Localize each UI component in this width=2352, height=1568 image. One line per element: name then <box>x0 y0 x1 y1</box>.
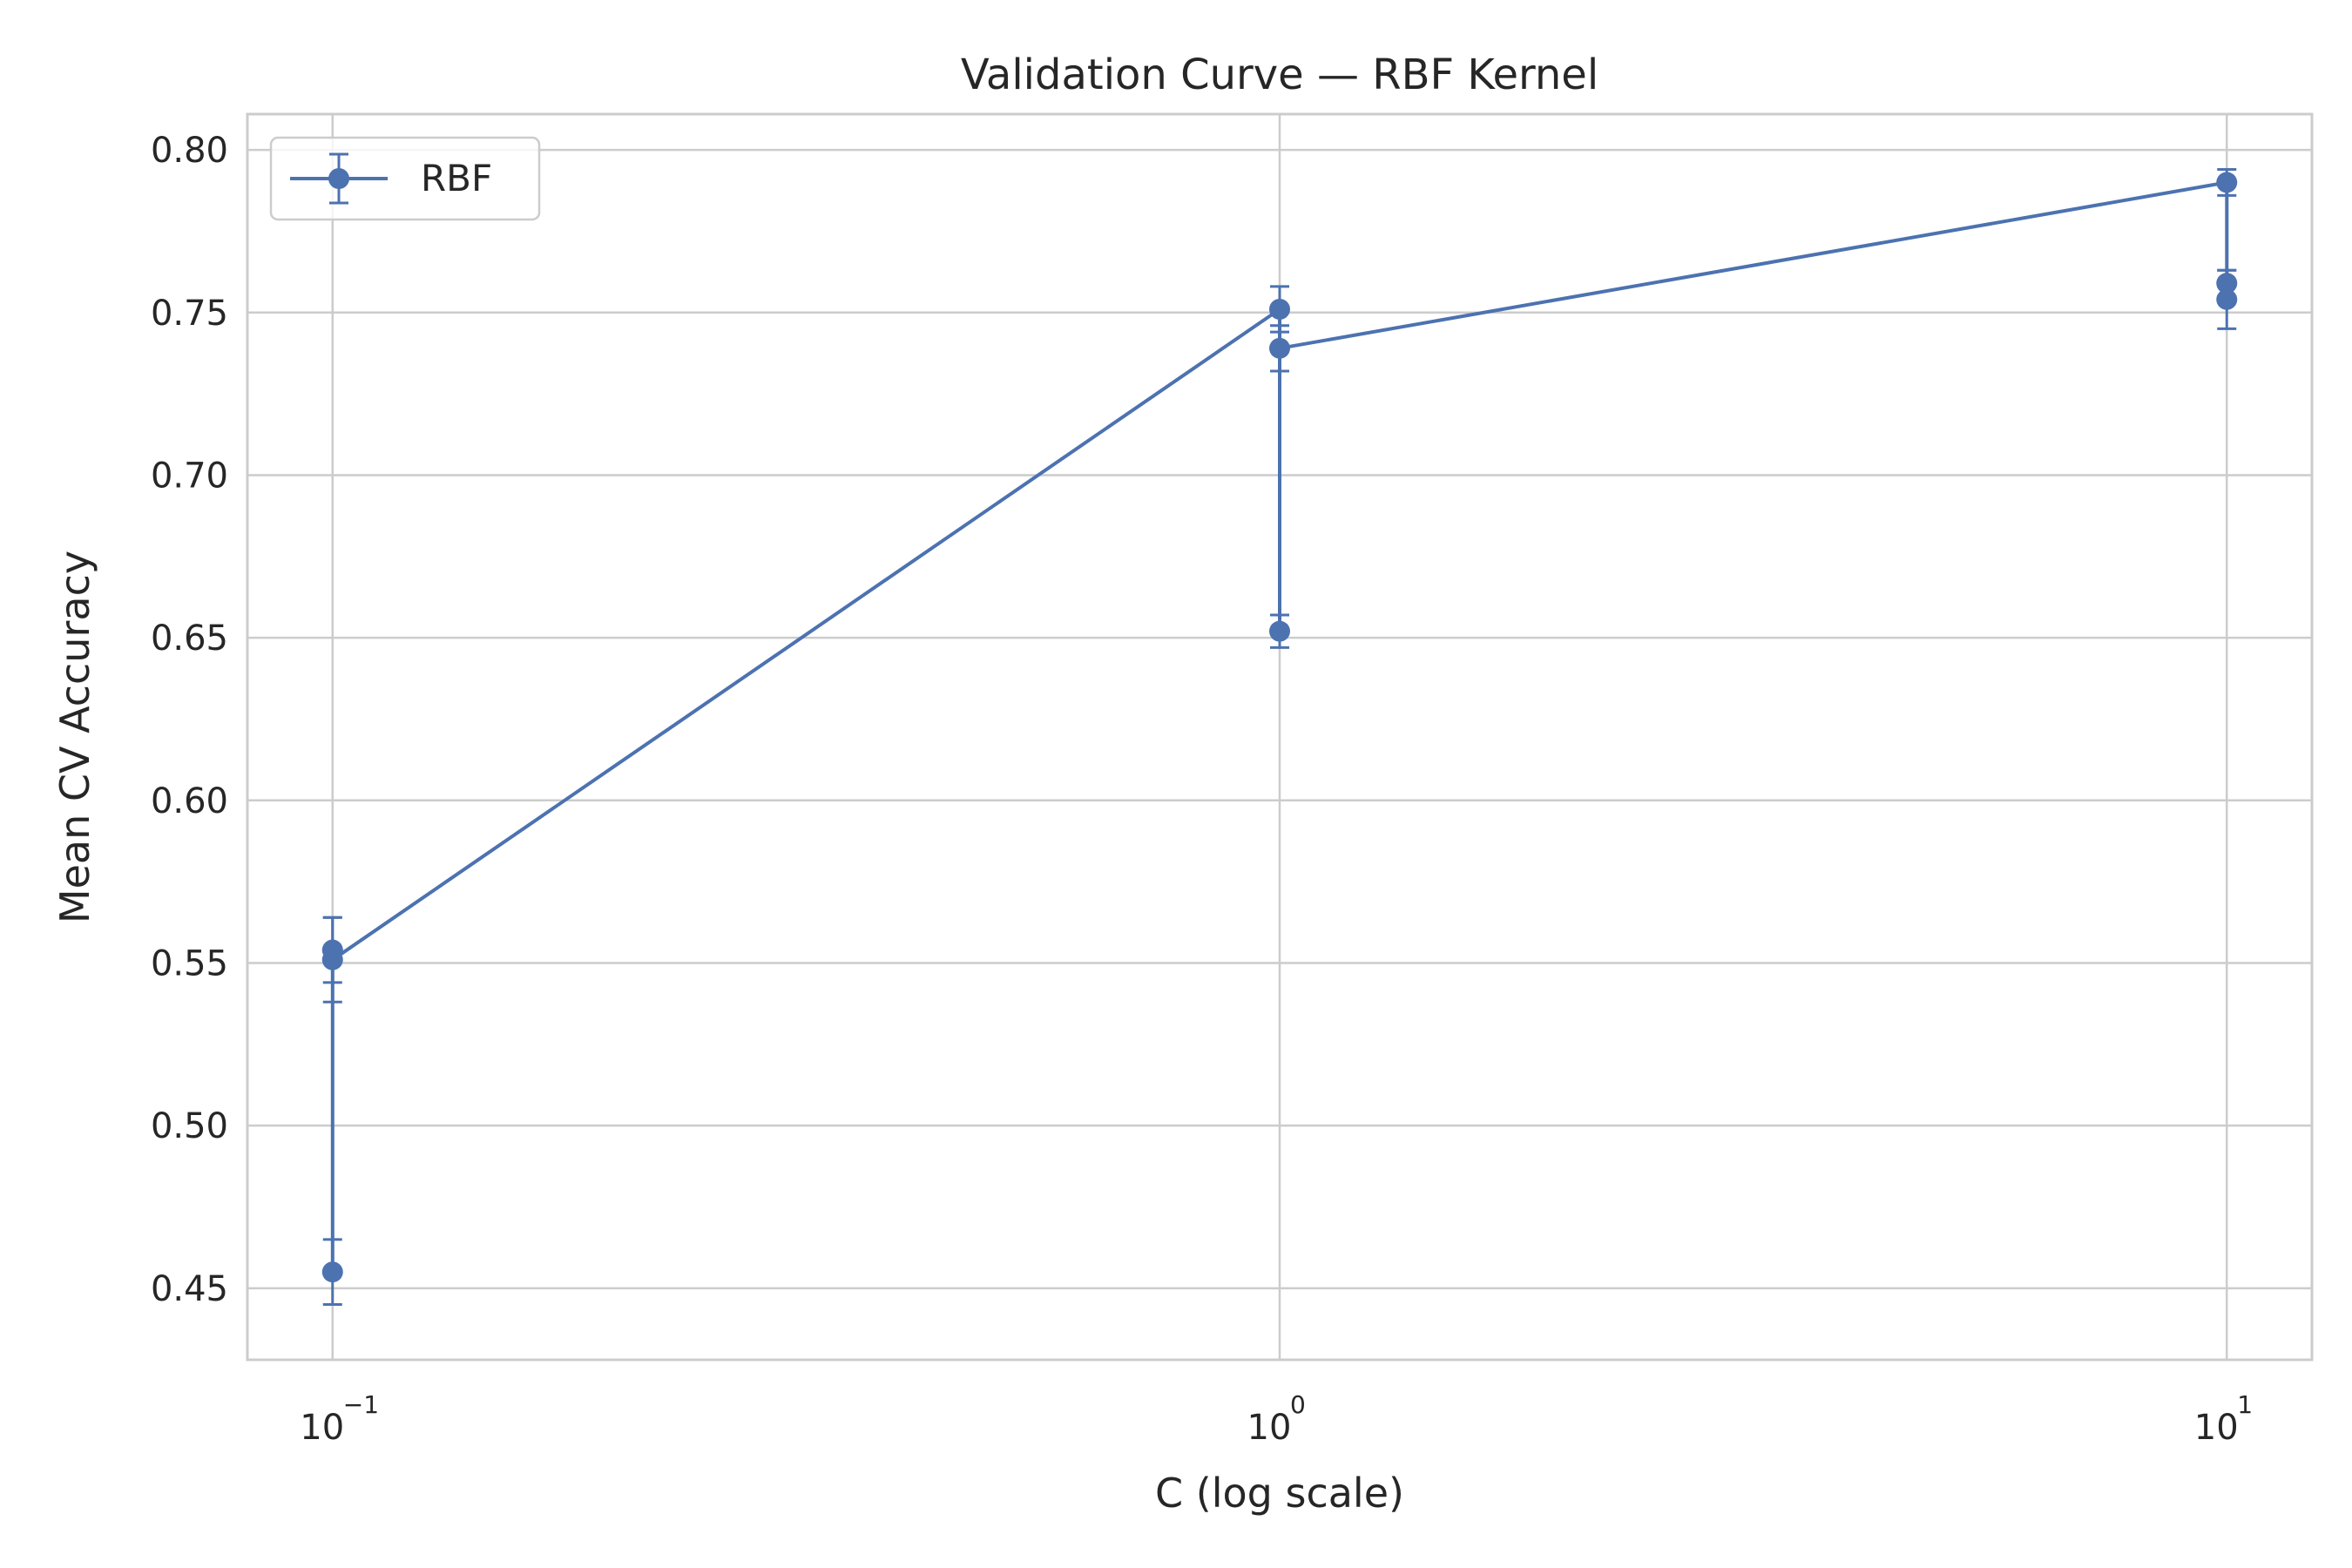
chart-title: Validation Curve — RBF Kernel <box>961 51 1598 99</box>
x-tick-exponent: 1 <box>2237 1390 2253 1419</box>
y-tick-label: 0.50 <box>151 1106 228 1146</box>
x-tick-base: 10 <box>1247 1408 1292 1448</box>
y-tick-label: 0.75 <box>151 294 228 334</box>
plot-frame <box>246 112 2314 1362</box>
legend-marker <box>328 168 349 189</box>
data-point <box>321 1261 343 1283</box>
x-tick-label: 101 <box>2194 1390 2253 1448</box>
y-tick-label: 0.70 <box>151 456 228 496</box>
data-point <box>1269 337 1291 359</box>
x-tick-label: 10−1 <box>300 1390 379 1448</box>
legend: RBF <box>269 136 541 221</box>
y-tick-labels: 0.45 0.50 0.55 0.60 0.65 0.70 0.75 0.80 <box>151 131 228 1309</box>
legend-label-rbf: RBF <box>421 157 492 199</box>
y-axis-label: Mean CV Accuracy <box>51 551 98 923</box>
y-tick-label: 0.65 <box>151 618 228 659</box>
y-tick-label: 0.55 <box>151 943 228 983</box>
series-layer <box>321 167 2238 1307</box>
y-tick-label: 0.80 <box>151 131 228 171</box>
x-tick-exponent: 0 <box>1290 1390 1306 1419</box>
x-tick-base: 10 <box>300 1408 344 1448</box>
y-tick-label: 0.60 <box>151 781 228 821</box>
y-tick-label: 0.45 <box>151 1269 228 1309</box>
x-tick-base: 10 <box>2194 1408 2239 1448</box>
data-point <box>321 949 343 970</box>
data-point <box>1269 299 1291 321</box>
x-tick-exponent: −1 <box>343 1390 379 1419</box>
grid-lines <box>247 114 2312 1360</box>
data-point <box>2216 273 2238 294</box>
x-axis-label: C (log scale) <box>1155 1470 1404 1517</box>
data-point <box>1269 620 1291 642</box>
data-point <box>2216 288 2238 310</box>
x-tick-label: 100 <box>1247 1390 1306 1448</box>
data-point <box>2216 172 2238 193</box>
